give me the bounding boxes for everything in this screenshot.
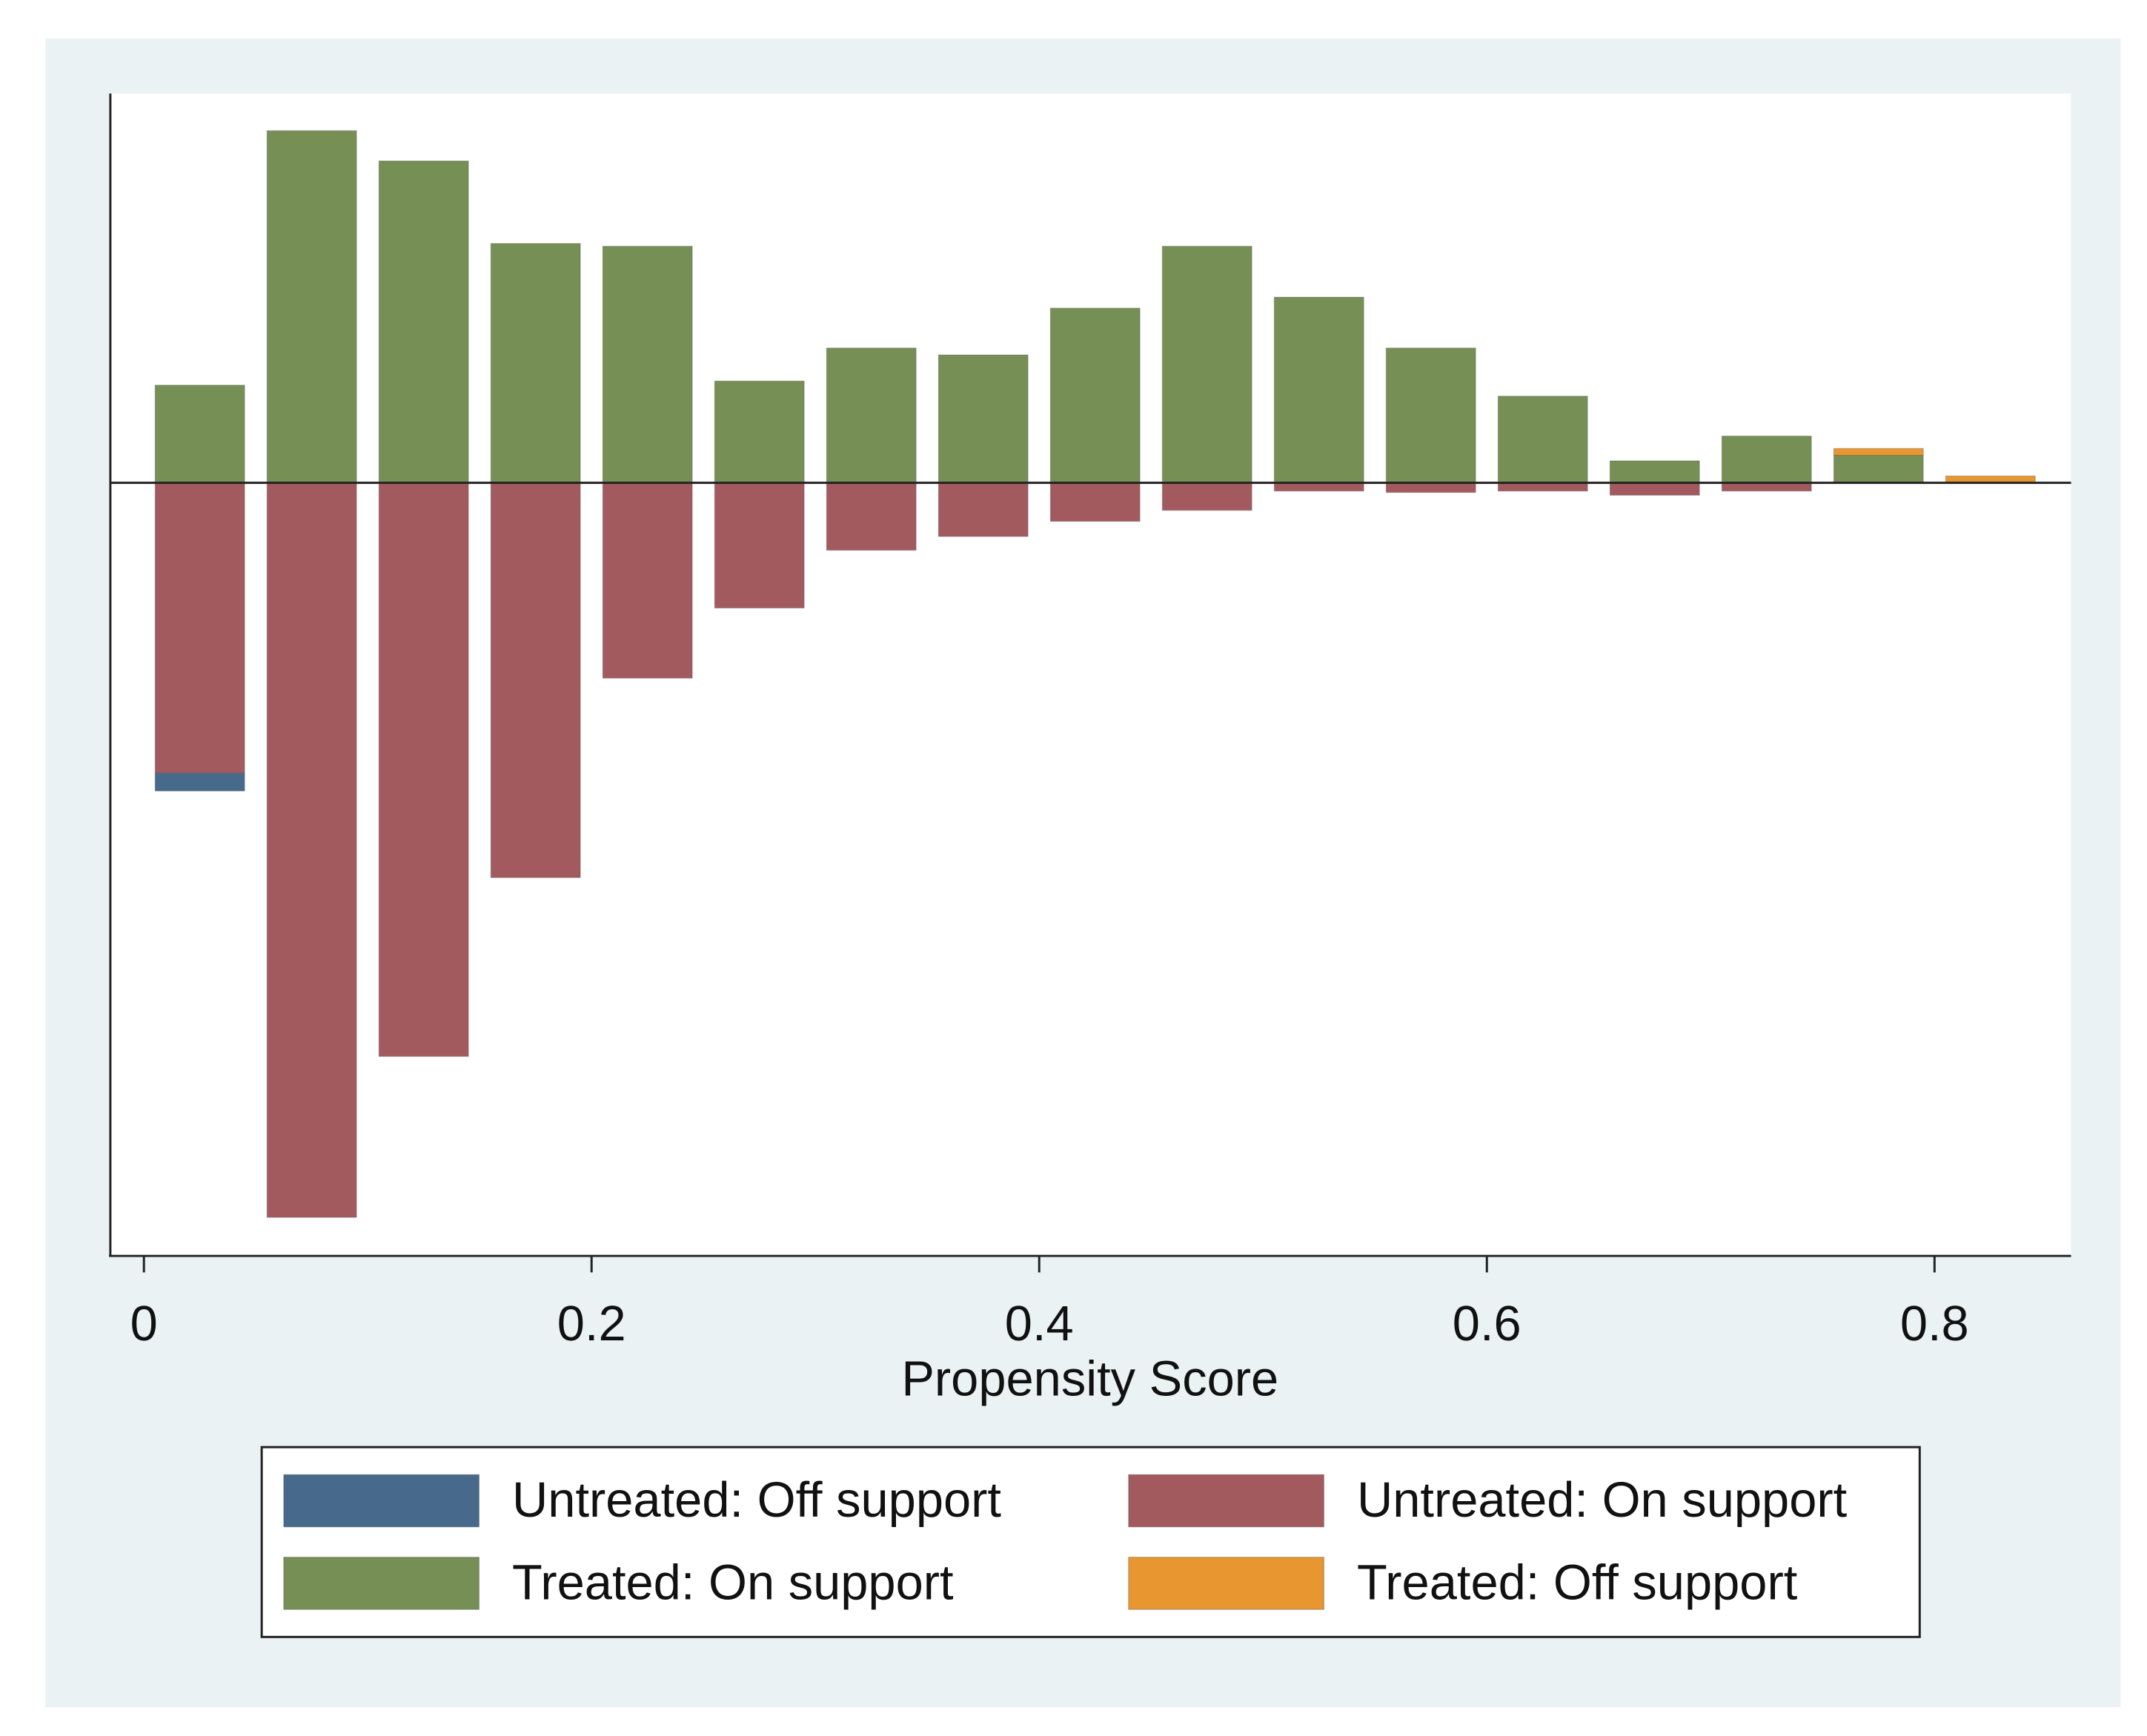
x-tick-label: 0.2 bbox=[557, 1297, 626, 1351]
bar bbox=[266, 482, 357, 1218]
legend-label: Treated: On support bbox=[512, 1555, 954, 1610]
legend-swatch bbox=[1128, 1557, 1324, 1610]
bar bbox=[602, 482, 693, 679]
bar bbox=[602, 245, 693, 484]
bar bbox=[938, 354, 1029, 484]
x-tick-label: 0.6 bbox=[1453, 1297, 1522, 1351]
bar bbox=[1497, 396, 1588, 484]
legend-label: Untreated: On support bbox=[1357, 1473, 1848, 1528]
bar bbox=[1273, 482, 1364, 492]
bar bbox=[1049, 482, 1141, 522]
legend-entries: Untreated: Off support Untreated: On supp… bbox=[283, 1473, 1848, 1610]
bar bbox=[1273, 296, 1364, 484]
bar bbox=[714, 482, 805, 609]
bar bbox=[1497, 482, 1588, 492]
bar bbox=[378, 482, 469, 1057]
bar bbox=[1385, 482, 1476, 493]
legend-swatch bbox=[283, 1557, 480, 1610]
x-tick-label: 0.8 bbox=[1900, 1297, 1969, 1351]
x-tick-label: 0.4 bbox=[1005, 1297, 1074, 1351]
bar bbox=[826, 482, 917, 551]
bar bbox=[1833, 454, 1924, 484]
bar bbox=[938, 482, 1029, 537]
bar bbox=[1161, 245, 1252, 484]
x-ticks: 0 0.2 0.4 0.6 0.8 bbox=[130, 1256, 1969, 1351]
legend bbox=[260, 1446, 1921, 1638]
legend-swatch bbox=[283, 1474, 480, 1528]
bar bbox=[1833, 448, 1924, 456]
bar bbox=[714, 380, 805, 484]
bar bbox=[1161, 482, 1252, 511]
bar bbox=[490, 243, 581, 484]
bar bbox=[1609, 460, 1700, 484]
bar bbox=[154, 385, 245, 484]
legend-label: Untreated: Off support bbox=[512, 1473, 1001, 1528]
bar bbox=[1385, 347, 1476, 484]
bar bbox=[154, 482, 245, 774]
bar bbox=[1721, 482, 1812, 492]
bar bbox=[1049, 307, 1141, 484]
bar bbox=[1721, 435, 1812, 484]
x-tick-label: 0 bbox=[130, 1297, 158, 1351]
bar bbox=[378, 160, 469, 484]
bar bbox=[154, 772, 245, 792]
bar bbox=[266, 130, 357, 484]
bar bbox=[826, 347, 917, 484]
bar bbox=[490, 482, 581, 879]
legend-swatch bbox=[1128, 1474, 1324, 1528]
legend-label: Treated: Off support bbox=[1357, 1555, 1798, 1610]
x-axis-label: Propensity Score bbox=[901, 1352, 1278, 1407]
bar bbox=[1609, 482, 1700, 496]
